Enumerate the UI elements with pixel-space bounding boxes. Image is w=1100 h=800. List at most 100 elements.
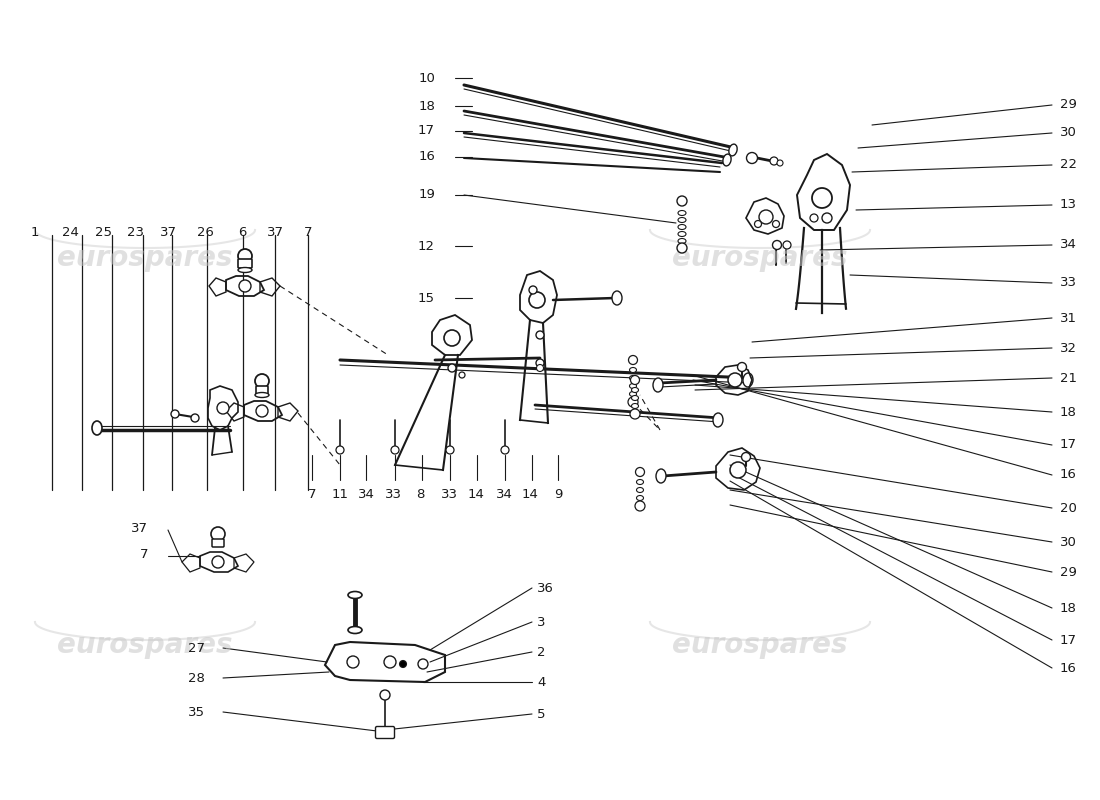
Ellipse shape (629, 391, 637, 397)
Circle shape (537, 365, 543, 371)
Circle shape (444, 330, 460, 346)
Text: 14: 14 (468, 487, 484, 501)
FancyBboxPatch shape (375, 726, 395, 738)
Text: 23: 23 (128, 226, 144, 238)
Text: 30: 30 (1060, 126, 1077, 139)
Circle shape (500, 446, 509, 454)
Circle shape (730, 462, 746, 478)
Text: 8: 8 (416, 487, 425, 501)
Circle shape (170, 410, 179, 418)
Text: 22: 22 (1060, 158, 1077, 171)
Text: 33: 33 (1060, 277, 1077, 290)
Text: 18: 18 (418, 99, 434, 113)
Circle shape (211, 527, 226, 541)
Text: 2: 2 (537, 646, 546, 658)
Text: 18: 18 (1060, 602, 1077, 614)
Text: 17: 17 (1060, 634, 1077, 646)
FancyBboxPatch shape (212, 539, 224, 547)
Circle shape (256, 405, 268, 417)
Circle shape (737, 362, 747, 371)
Circle shape (529, 292, 544, 308)
Text: 10: 10 (418, 71, 434, 85)
Text: 32: 32 (1060, 342, 1077, 354)
Circle shape (418, 659, 428, 669)
Circle shape (255, 374, 270, 388)
Circle shape (239, 280, 251, 292)
Circle shape (399, 661, 407, 667)
Text: eurospares: eurospares (672, 631, 848, 659)
Circle shape (676, 196, 688, 206)
Circle shape (536, 359, 544, 367)
Text: 7: 7 (140, 549, 148, 562)
Circle shape (630, 409, 640, 419)
Ellipse shape (637, 495, 644, 501)
Circle shape (536, 331, 544, 339)
Circle shape (676, 243, 688, 253)
Ellipse shape (723, 154, 732, 166)
Ellipse shape (678, 218, 686, 222)
Text: 37: 37 (266, 226, 284, 238)
Text: 3: 3 (537, 615, 546, 629)
FancyBboxPatch shape (256, 386, 268, 395)
Ellipse shape (348, 626, 362, 634)
Text: 30: 30 (1060, 535, 1077, 549)
Ellipse shape (742, 373, 754, 387)
Ellipse shape (92, 421, 102, 435)
Text: 28: 28 (188, 671, 205, 685)
Text: 33: 33 (440, 487, 458, 501)
Text: 17: 17 (1060, 438, 1077, 451)
Ellipse shape (678, 225, 686, 230)
Ellipse shape (348, 591, 362, 598)
Circle shape (755, 221, 761, 227)
Circle shape (379, 690, 390, 700)
Circle shape (728, 373, 743, 387)
Circle shape (783, 241, 791, 249)
Text: 11: 11 (331, 487, 349, 501)
Ellipse shape (729, 144, 737, 156)
Ellipse shape (631, 395, 638, 401)
Text: 1: 1 (31, 226, 40, 238)
Circle shape (810, 214, 818, 222)
Text: 16: 16 (418, 150, 434, 163)
Circle shape (741, 453, 750, 462)
Text: 6: 6 (238, 226, 246, 238)
Circle shape (812, 188, 832, 208)
Text: 4: 4 (537, 675, 546, 689)
Circle shape (390, 446, 399, 454)
Text: 16: 16 (1060, 662, 1077, 674)
Text: 25: 25 (95, 226, 111, 238)
Circle shape (446, 446, 454, 454)
Circle shape (770, 157, 778, 165)
Circle shape (238, 249, 252, 263)
Circle shape (636, 467, 645, 477)
Text: 17: 17 (418, 125, 434, 138)
Text: 26: 26 (197, 226, 213, 238)
Circle shape (191, 414, 199, 422)
Text: 21: 21 (1060, 371, 1077, 385)
Text: 34: 34 (496, 487, 513, 501)
Text: 5: 5 (537, 707, 546, 721)
Text: 29: 29 (1060, 98, 1077, 111)
Circle shape (628, 397, 638, 407)
Text: 7: 7 (308, 487, 317, 501)
Circle shape (459, 372, 465, 378)
Circle shape (384, 656, 396, 668)
Text: 37: 37 (160, 226, 176, 238)
Ellipse shape (653, 378, 663, 392)
Text: 29: 29 (1060, 566, 1077, 578)
Circle shape (217, 402, 229, 414)
Text: 14: 14 (521, 487, 538, 501)
Circle shape (628, 355, 638, 365)
Text: 35: 35 (188, 706, 205, 718)
Text: 37: 37 (131, 522, 149, 534)
Ellipse shape (637, 487, 644, 493)
Text: 13: 13 (1060, 198, 1077, 211)
Text: 20: 20 (1060, 502, 1077, 514)
Text: 27: 27 (188, 642, 205, 654)
Circle shape (759, 210, 773, 224)
Circle shape (772, 221, 780, 227)
Text: eurospares: eurospares (672, 244, 848, 272)
Ellipse shape (656, 469, 666, 483)
Text: 34: 34 (1060, 238, 1077, 251)
Text: 19: 19 (418, 189, 434, 202)
